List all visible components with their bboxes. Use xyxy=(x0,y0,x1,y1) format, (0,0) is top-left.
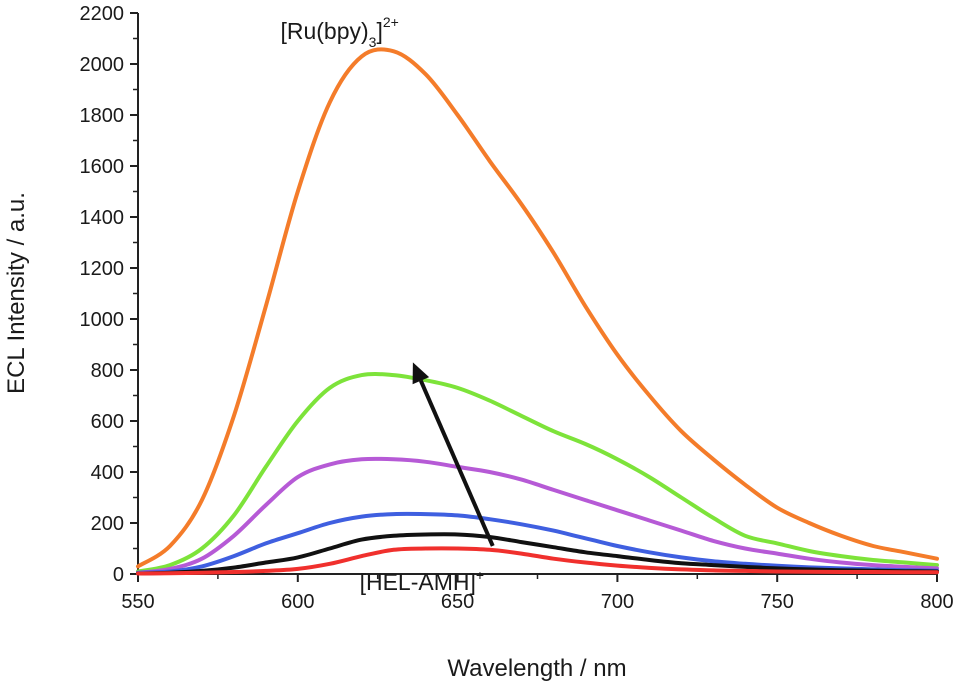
y-tick-label: 1200 xyxy=(80,258,125,280)
x-tick-label: 800 xyxy=(920,591,953,613)
y-tick-label: 400 xyxy=(91,462,124,484)
y-tick-label: 1400 xyxy=(80,207,125,229)
y-tick-label: 1800 xyxy=(80,105,125,127)
y-tick-label: 200 xyxy=(91,513,124,535)
x-tick-label: 550 xyxy=(121,591,154,613)
x-tick-label: 650 xyxy=(441,591,474,613)
x-tick-label: 750 xyxy=(761,591,794,613)
series-line-5 xyxy=(136,532,939,576)
annotation-ru-bpy: [Ru(bpy)3]2+ xyxy=(280,14,398,50)
axes-layer: 550 600 650 700 750 800 0 200 400 600 800 1000 1200 1… xyxy=(80,3,954,613)
series-line-1 xyxy=(136,47,939,569)
y-tick-label: 2000 xyxy=(80,54,125,76)
y-tick-label: 0 xyxy=(113,564,124,586)
series-line-3 xyxy=(136,456,939,575)
series-line-6 xyxy=(136,546,939,576)
y-axis-title: ECL Intensity / a.u. xyxy=(3,192,30,394)
series-line-4 xyxy=(136,511,939,575)
annotation-hel-amh: [HEL-AMH]+ xyxy=(360,567,484,595)
series-line-2 xyxy=(136,371,939,574)
trend-arrow-shaft xyxy=(419,379,495,547)
x-tick-label: 600 xyxy=(281,591,314,613)
y-tick-label: 2200 xyxy=(80,3,125,25)
x-tick-label: 700 xyxy=(601,591,634,613)
y-tick-label: 600 xyxy=(91,411,124,433)
annotation-layer: [Ru(bpy)3]2+ [HEL-AMH]+ xyxy=(280,14,495,595)
y-tick-label: 1600 xyxy=(80,156,125,178)
series-layer xyxy=(136,47,939,576)
trend-arrow-head xyxy=(412,362,430,385)
y-tick-label: 1000 xyxy=(80,309,125,331)
x-axis-title: Wavelength / nm xyxy=(447,655,626,682)
y-tick-label: 800 xyxy=(91,360,124,382)
